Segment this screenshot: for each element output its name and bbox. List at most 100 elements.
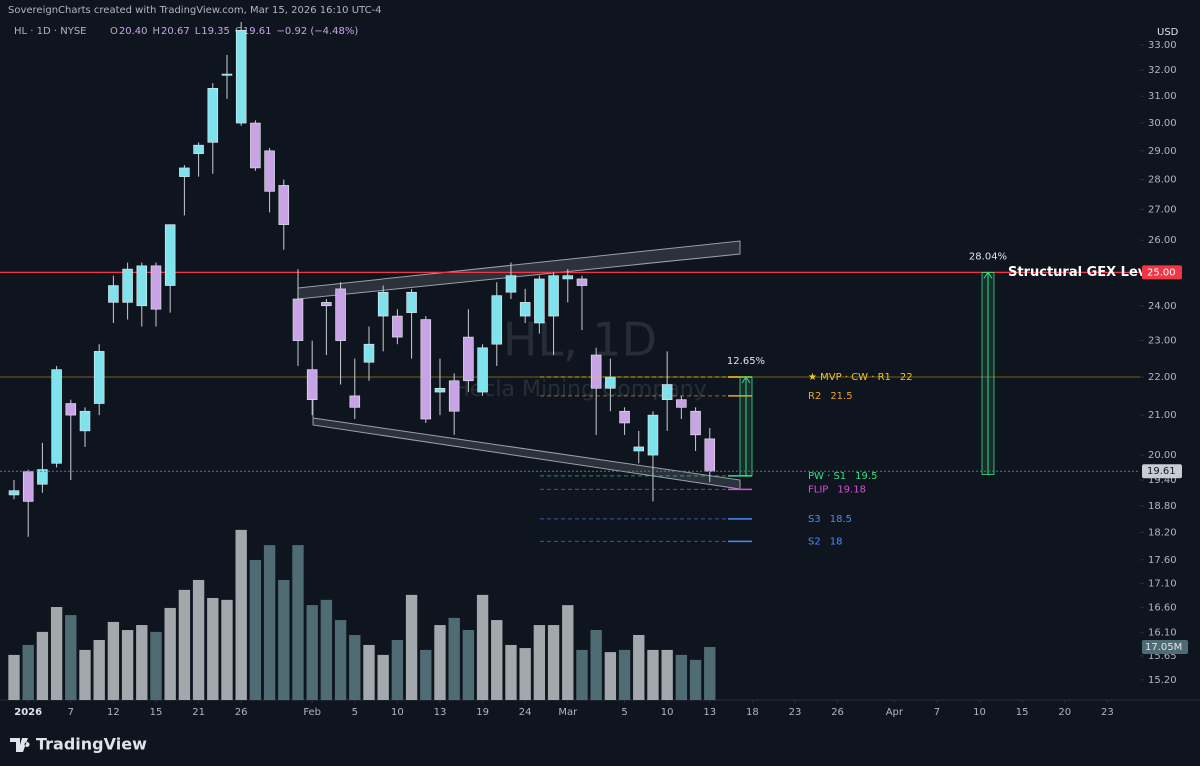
level-value: 19.18 (837, 484, 866, 495)
volume-bar (278, 579, 290, 700)
candle-body (377, 291, 389, 317)
candle-body (534, 278, 545, 324)
volume-bar (533, 625, 546, 700)
volume-bar (405, 594, 418, 700)
level-name: S3 (808, 514, 821, 525)
volume-bar (476, 594, 489, 700)
level-value: 18.5 (830, 514, 852, 525)
candle-body (79, 410, 91, 432)
x-tick-label: 13 (703, 707, 716, 718)
volume-bar (65, 615, 77, 700)
volume-bar (334, 620, 347, 700)
candle-body (22, 471, 34, 502)
candle-body (150, 265, 162, 310)
volume-bar (320, 599, 333, 700)
candle-body (235, 29, 247, 124)
y-tick-label: 22.00 (1148, 372, 1177, 383)
x-tick-label: 2026 (14, 707, 42, 718)
gex-price-label: 25.00 (1147, 267, 1176, 278)
volume-bar (547, 625, 560, 700)
candle-body (463, 336, 474, 382)
brand-name: TradingView (36, 735, 147, 754)
y-tick-label: 33.00 (1148, 40, 1177, 51)
y-tick-label: 31.00 (1148, 91, 1177, 102)
x-tick-label: 5 (621, 707, 627, 718)
volume-bar (704, 646, 716, 700)
x-tick-label: 20 (1058, 707, 1071, 718)
level-name: R2 (808, 391, 821, 402)
x-tick-label: Feb (303, 707, 321, 718)
level-name: S2 (808, 536, 821, 547)
y-tick-label: 29.00 (1148, 146, 1177, 157)
price-axis (1140, 22, 1200, 700)
last-price-tag (1142, 464, 1182, 479)
candle-body (562, 275, 574, 280)
volume-bar (36, 631, 49, 700)
volume-bar (93, 639, 105, 700)
last-price-label: 19.61 (1147, 466, 1176, 477)
candle-body (207, 88, 219, 143)
x-tick-label: 26 (235, 707, 248, 718)
candle-body (136, 265, 148, 307)
level-name: PW · S1 (808, 471, 846, 482)
candle-body (491, 295, 503, 345)
x-tick-label: 13 (434, 707, 447, 718)
candle-body (406, 291, 417, 313)
candle-body (278, 185, 290, 225)
candle-body (363, 343, 375, 363)
volume-bar (207, 597, 219, 700)
volume-bar (562, 605, 574, 700)
y-tick-label: 21.00 (1148, 410, 1177, 421)
volume-bar (306, 605, 318, 700)
candle-body (122, 268, 133, 303)
volume-bar (505, 644, 517, 700)
measure-label: 12.65% (727, 356, 765, 367)
volume-bar (462, 630, 475, 700)
last-volume-label: 17.05M (1145, 642, 1182, 653)
x-tick-label: 7 (68, 707, 74, 718)
candle-body (519, 302, 531, 317)
volume-bar (8, 654, 20, 700)
watermark: HL, 1D (503, 313, 657, 367)
volume-bar (448, 617, 460, 700)
volume-bar (689, 659, 702, 700)
measure-label: 28.04% (969, 251, 1007, 262)
symbol: HL · 1D · NYSE (14, 26, 86, 37)
candle-body (321, 302, 332, 307)
legend-value: 19.35 (201, 26, 230, 37)
volume-bar (434, 625, 446, 700)
legend-value: 20.67 (161, 26, 190, 37)
candle-body (704, 438, 716, 472)
candle-body (548, 275, 559, 317)
y-tick-label: 18.80 (1148, 501, 1177, 512)
legend-key: O (110, 26, 118, 37)
x-tick-label: 10 (661, 707, 674, 718)
legend-value: 19.61 (243, 26, 272, 37)
volume-bar (604, 652, 617, 700)
measure-arrowhead (741, 376, 751, 384)
x-tick-label: 23 (1101, 707, 1114, 718)
x-tick-label: 19 (476, 707, 489, 718)
y-tick-label: 26.00 (1148, 235, 1177, 246)
brand: TradingView (10, 735, 147, 754)
candle-body (108, 285, 119, 303)
candle-body (164, 224, 176, 286)
y-tick-label: 23.00 (1148, 336, 1177, 347)
y-tick-label: 18.20 (1148, 527, 1177, 538)
volume-bar (363, 644, 375, 700)
volume-bar (377, 654, 389, 700)
volume-bar (576, 649, 588, 700)
candle-body (477, 347, 488, 393)
candle-body (250, 122, 261, 169)
candle-body (576, 278, 588, 286)
candle-body (349, 395, 361, 408)
volume-bar (349, 634, 361, 700)
gex-label: Structural GEX Level (1008, 265, 1160, 280)
volume-bar (192, 579, 205, 700)
volume-bar (136, 625, 148, 700)
candle-body (647, 414, 659, 456)
x-tick-label: 23 (789, 707, 802, 718)
x-tick-label: Apr (886, 707, 904, 718)
candle-body (434, 387, 446, 393)
candle-body (264, 150, 275, 192)
